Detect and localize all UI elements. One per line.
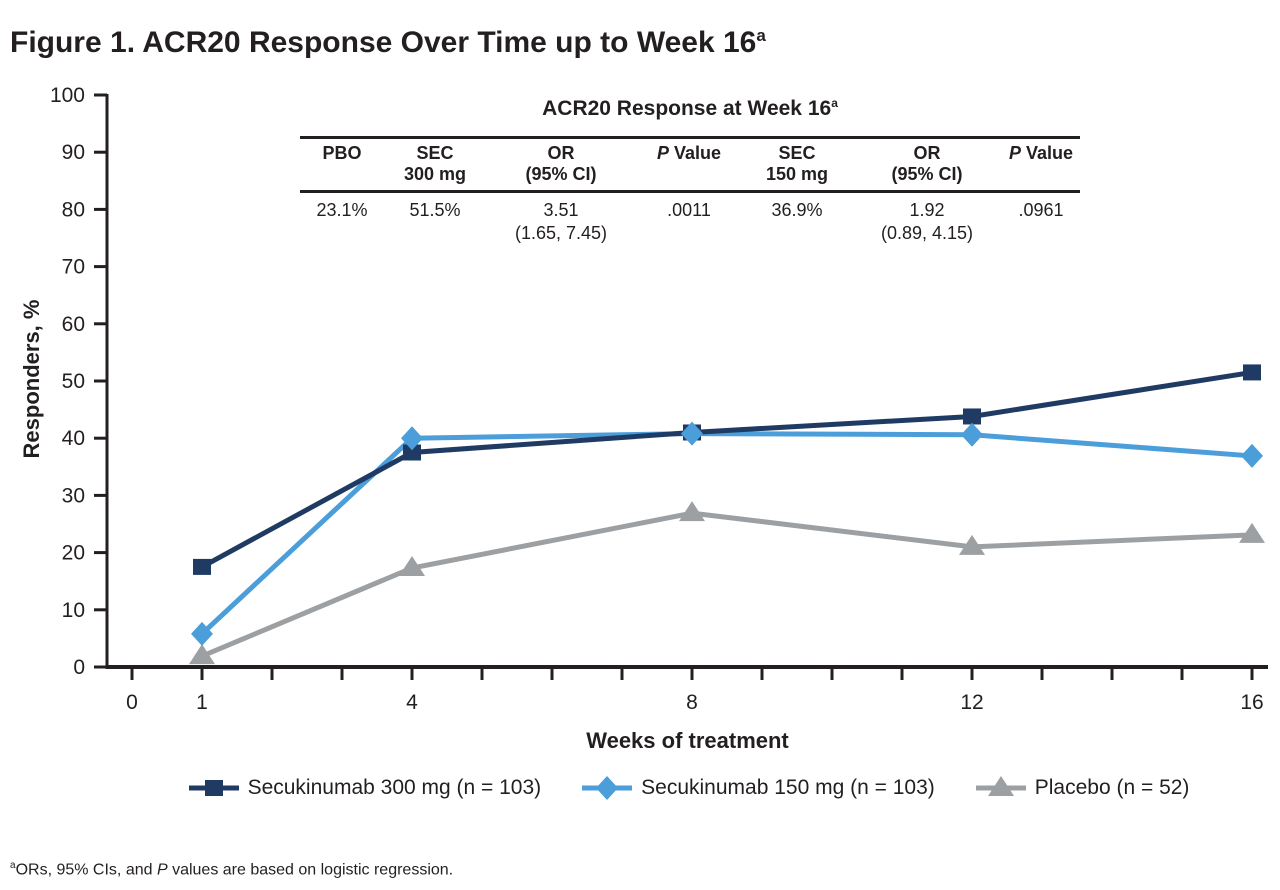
cell-or-300: 3.51 (1.65, 7.45): [514, 200, 608, 243]
svg-text:60: 60: [62, 313, 85, 336]
cell-sec300-response: 51.5%: [409, 200, 461, 220]
col-header-pvalue-150: P Value: [1008, 143, 1074, 163]
x-axis-label: Weeks of treatment: [586, 728, 789, 753]
col-header-pbo: PBO: [322, 143, 362, 163]
svg-text:1: 1: [196, 691, 208, 714]
inset-results-table: ACR20 Response at Week 16a PBO SEC 300 m…: [300, 96, 1080, 245]
square-marker-icon: [188, 780, 239, 796]
y-axis-label: Responders, %: [19, 299, 44, 459]
legend-item-secukinumab-150: Secukinumab 150 mg (n = 103): [579, 775, 935, 801]
inset-table-title-footnote-marker: a: [831, 96, 838, 110]
legend-label: Secukinumab 300 mg (n = 103): [247, 776, 542, 799]
legend-label: Secukinumab 150 mg (n = 103): [641, 776, 935, 799]
svg-text:20: 20: [62, 542, 85, 565]
legend-label: Placebo (n = 52): [1034, 776, 1190, 799]
footnote: aORs, 95% CIs, and P values are based on…: [10, 860, 453, 879]
col-header-pvalue-300: P Value: [656, 143, 722, 163]
figure-title: Figure 1. ACR20 Response Over Time up to…: [10, 26, 766, 60]
cell-or-150: 1.92 (0.89, 4.15): [880, 200, 974, 243]
svg-text:100: 100: [50, 84, 85, 107]
svg-text:30: 30: [62, 484, 85, 507]
figure-title-footnote-marker: a: [756, 26, 766, 46]
results-table: PBO SEC 300 mg OR (95% CI) P Value SEC 1…: [300, 136, 1080, 245]
cell-pvalue-150: .0961: [1018, 200, 1064, 220]
cell-sec150-response: 36.9%: [771, 200, 823, 220]
svg-text:90: 90: [62, 141, 85, 164]
svg-text:50: 50: [62, 370, 85, 393]
svg-text:12: 12: [960, 691, 983, 714]
chart-legend: Secukinumab 300 mg (n = 103) Secukinumab…: [107, 772, 1268, 804]
footnote-marker: a: [10, 860, 16, 871]
results-table-data-row: 23.1% 51.5% 3.51 (1.65, 7.45) .0011 36.9…: [300, 192, 1080, 246]
col-header-sec-150: SEC 150 mg: [765, 143, 829, 184]
svg-text:40: 40: [62, 427, 85, 450]
col-header-sec-300: SEC 300 mg: [403, 143, 467, 184]
legend-item-placebo: Placebo (n = 52): [973, 775, 1190, 801]
svg-text:4: 4: [406, 691, 418, 714]
svg-text:80: 80: [62, 198, 85, 221]
svg-text:70: 70: [62, 256, 85, 279]
cell-pvalue-300: .0011: [667, 200, 711, 220]
figure-title-text: Figure 1. ACR20 Response Over Time up to…: [10, 26, 757, 60]
footnote-text: ORs, 95% CIs, and P values are based on …: [15, 861, 454, 879]
diamond-marker-icon: [582, 776, 633, 800]
cell-pbo-response: 23.1%: [316, 200, 368, 220]
svg-text:10: 10: [62, 599, 85, 622]
svg-text:0: 0: [126, 691, 138, 714]
svg-text:8: 8: [686, 691, 698, 714]
results-table-header-row: PBO SEC 300 mg OR (95% CI) P Value SEC 1…: [300, 137, 1080, 192]
triangle-marker-icon: [975, 776, 1026, 796]
legend-item-secukinumab-300: Secukinumab 300 mg (n = 103): [186, 775, 542, 801]
inset-table-title-text: ACR20 Response at Week 16: [542, 97, 832, 120]
col-header-or-300: OR (95% CI): [525, 143, 597, 184]
inset-table-title: ACR20 Response at Week 16a: [300, 96, 1080, 121]
svg-text:0: 0: [73, 656, 85, 679]
svg-text:16: 16: [1240, 691, 1263, 714]
col-header-or-150: OR (95% CI): [891, 143, 963, 184]
